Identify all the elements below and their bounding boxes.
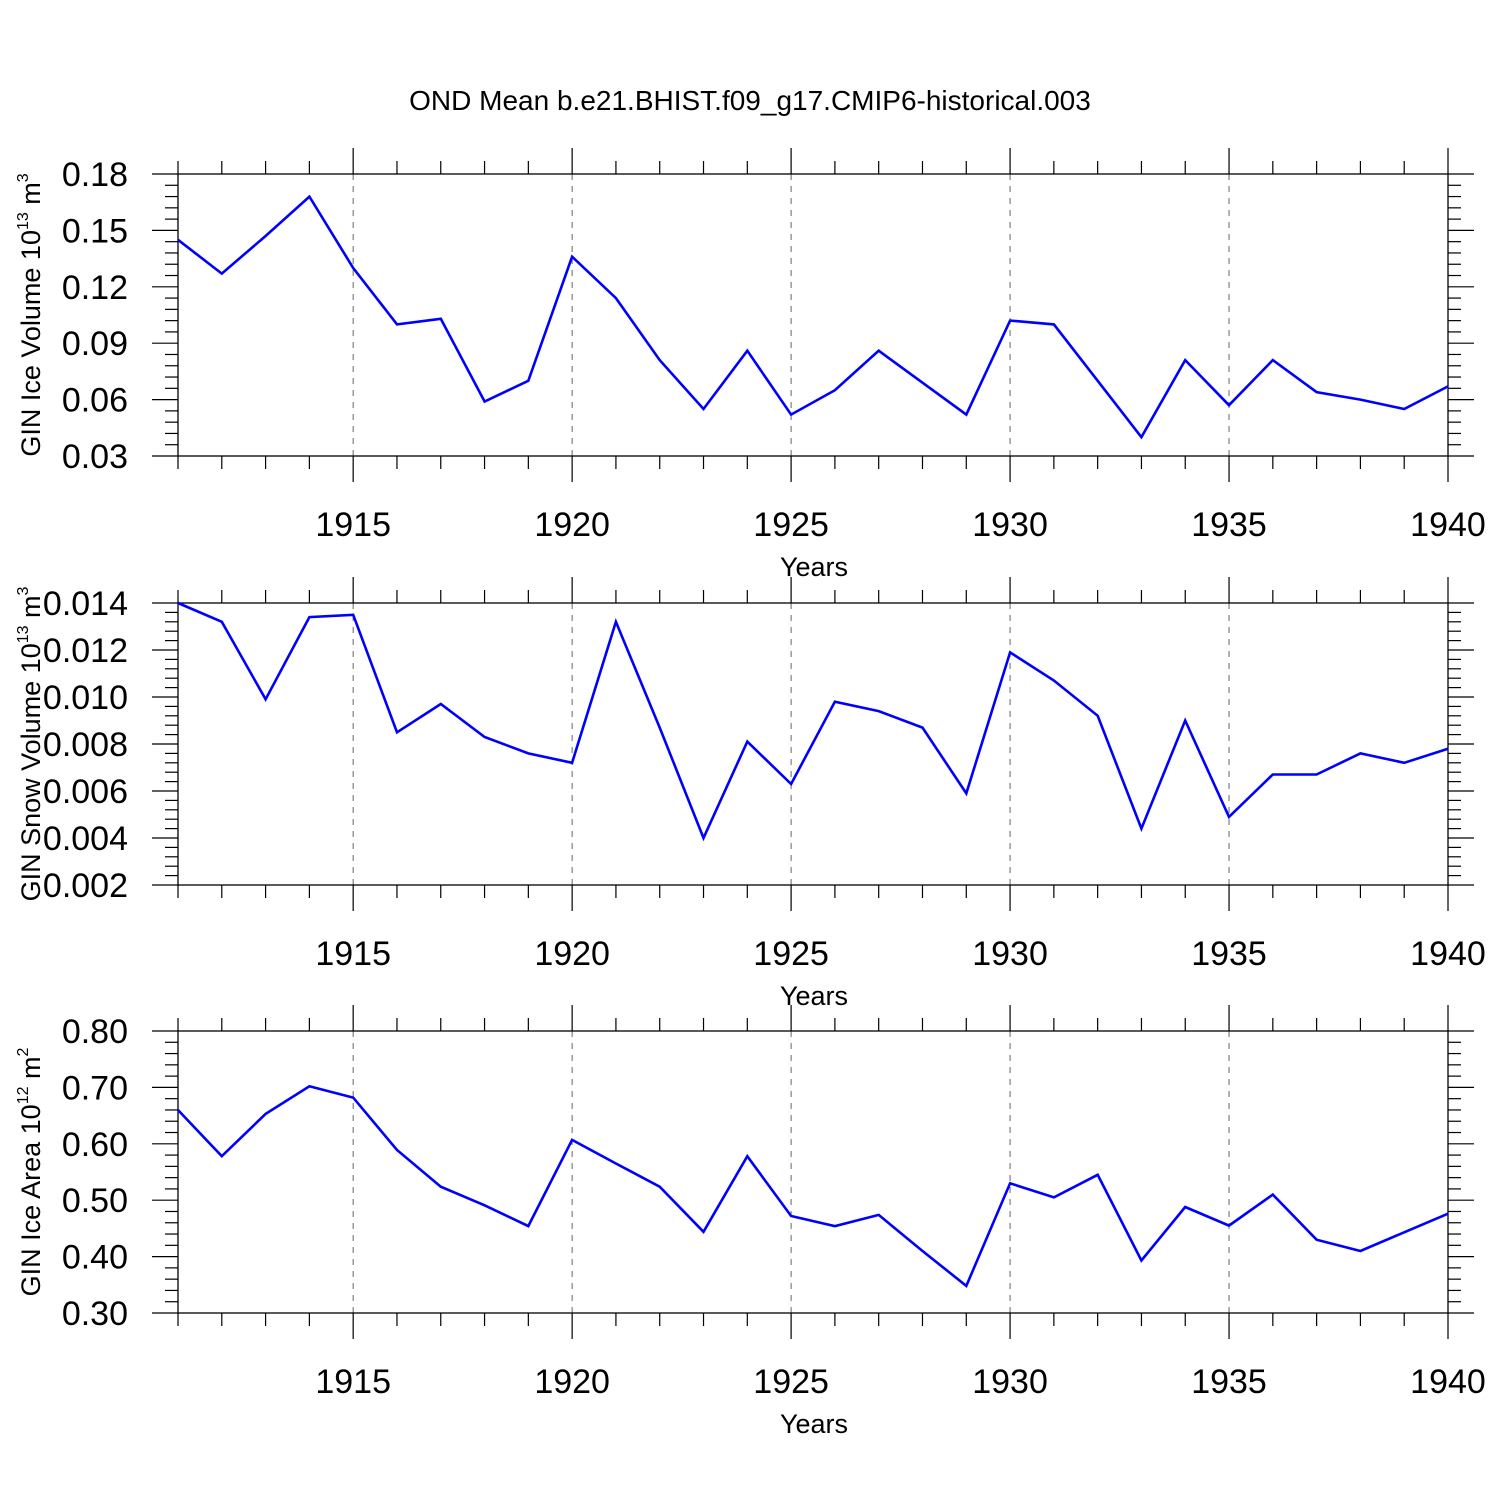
y-tick-label: 0.03: [62, 438, 128, 476]
x-tick-label: 1930: [972, 1363, 1048, 1401]
y-axis-title-part: GIN Ice Area 10: [16, 1104, 46, 1296]
x-tick-label: 1925: [753, 1363, 829, 1401]
x-axis-title: Years: [780, 1409, 848, 1439]
plot-frame: [177, 173, 1449, 457]
series-line: [177, 194, 1449, 440]
y-axis-title-part: GIN Snow Volume 10: [16, 643, 46, 901]
x-tick-label: 1925: [753, 935, 829, 973]
y-axis-title-exponent: 12: [15, 1086, 32, 1104]
panels: 1915 1920 1925 1930 1935 1940 Years 0.03 0.06 0.0…: [15, 148, 1486, 1439]
y-tick-label: 0.002: [43, 867, 128, 905]
y-axis-title: GIN Snow Volume 1013 m3: [15, 586, 46, 901]
y-tick-label: 0.60: [62, 1126, 128, 1164]
x-tick-label: 1940: [1410, 1363, 1486, 1401]
panel-1: 1915 1920 1925 1930 1935 1940 Years 0.03 0.06 0.0…: [15, 148, 1486, 582]
x-tick-label: 1920: [534, 506, 610, 544]
y-axis-title-part: m: [16, 1057, 46, 1087]
y-tick-label: 0.012: [43, 632, 128, 670]
x-axis-title: Years: [780, 552, 848, 582]
y-axis-title-exponent: 2: [15, 1048, 32, 1057]
x-tick-label: 1935: [1191, 1363, 1267, 1401]
x-tick-label: 1940: [1410, 935, 1486, 973]
x-tick-label: 1920: [534, 1363, 610, 1401]
y-axis-title-part: m: [16, 595, 46, 625]
y-tick-label: 0.004: [43, 820, 128, 858]
x-tick-label: 1925: [753, 506, 829, 544]
y-axis-title-exponent: 3: [15, 586, 32, 595]
y-tick-label: 0.70: [62, 1069, 128, 1107]
y-tick-label: 0.15: [62, 212, 128, 250]
x-tick-label: 1940: [1410, 506, 1486, 544]
y-tick-label: 0.12: [62, 269, 128, 307]
y-tick-label: 0.80: [62, 1013, 128, 1051]
x-tick-label: 1935: [1191, 935, 1267, 973]
x-tick-label: 1920: [534, 935, 610, 973]
y-tick-label: 0.06: [62, 382, 128, 420]
y-tick-label: 0.50: [62, 1182, 128, 1220]
y-axis-title-exponent: 13: [15, 212, 32, 230]
y-axis-title-exponent: 13: [15, 625, 32, 643]
y-tick-label: 0.006: [43, 773, 128, 811]
series-line: [177, 601, 1449, 842]
y-tick-label: 0.008: [43, 726, 128, 764]
x-tick-label: 1915: [315, 506, 391, 544]
x-tick-label: 1930: [972, 935, 1048, 973]
panel-2: 1915 1920 1925 1930 1935 1940 Years 0.002 0.004 0…: [15, 577, 1486, 1011]
y-tick-label: 0.40: [62, 1239, 128, 1277]
y-tick-label: 0.014: [43, 585, 128, 623]
x-tick-label: 1915: [315, 935, 391, 973]
series-line: [177, 1084, 1449, 1288]
y-axis-title: GIN Ice Volume 1013 m3: [15, 173, 46, 456]
x-tick-label: 1935: [1191, 506, 1267, 544]
y-tick-label: 0.010: [43, 679, 128, 717]
y-axis-title: GIN Ice Area 1012 m2: [15, 1048, 46, 1297]
y-tick-label: 0.09: [62, 325, 128, 363]
x-tick-label: 1930: [972, 506, 1048, 544]
y-tick-label: 0.18: [62, 156, 128, 194]
y-axis-title-part: m: [16, 182, 46, 212]
panel-3: 1915 1920 1925 1930 1935 1940 Years 0.30 0.40 0.5…: [15, 1005, 1486, 1439]
figure-title: OND Mean b.e21.BHIST.f09_g17.CMIP6-histo…: [409, 85, 1091, 116]
y-axis-title-exponent: 3: [15, 173, 32, 182]
y-axis-title-part: GIN Ice Volume 10: [16, 230, 46, 457]
x-axis-title: Years: [780, 981, 848, 1011]
y-tick-label: 0.30: [62, 1295, 128, 1333]
x-tick-label: 1915: [315, 1363, 391, 1401]
plot-frame: [177, 1030, 1449, 1314]
